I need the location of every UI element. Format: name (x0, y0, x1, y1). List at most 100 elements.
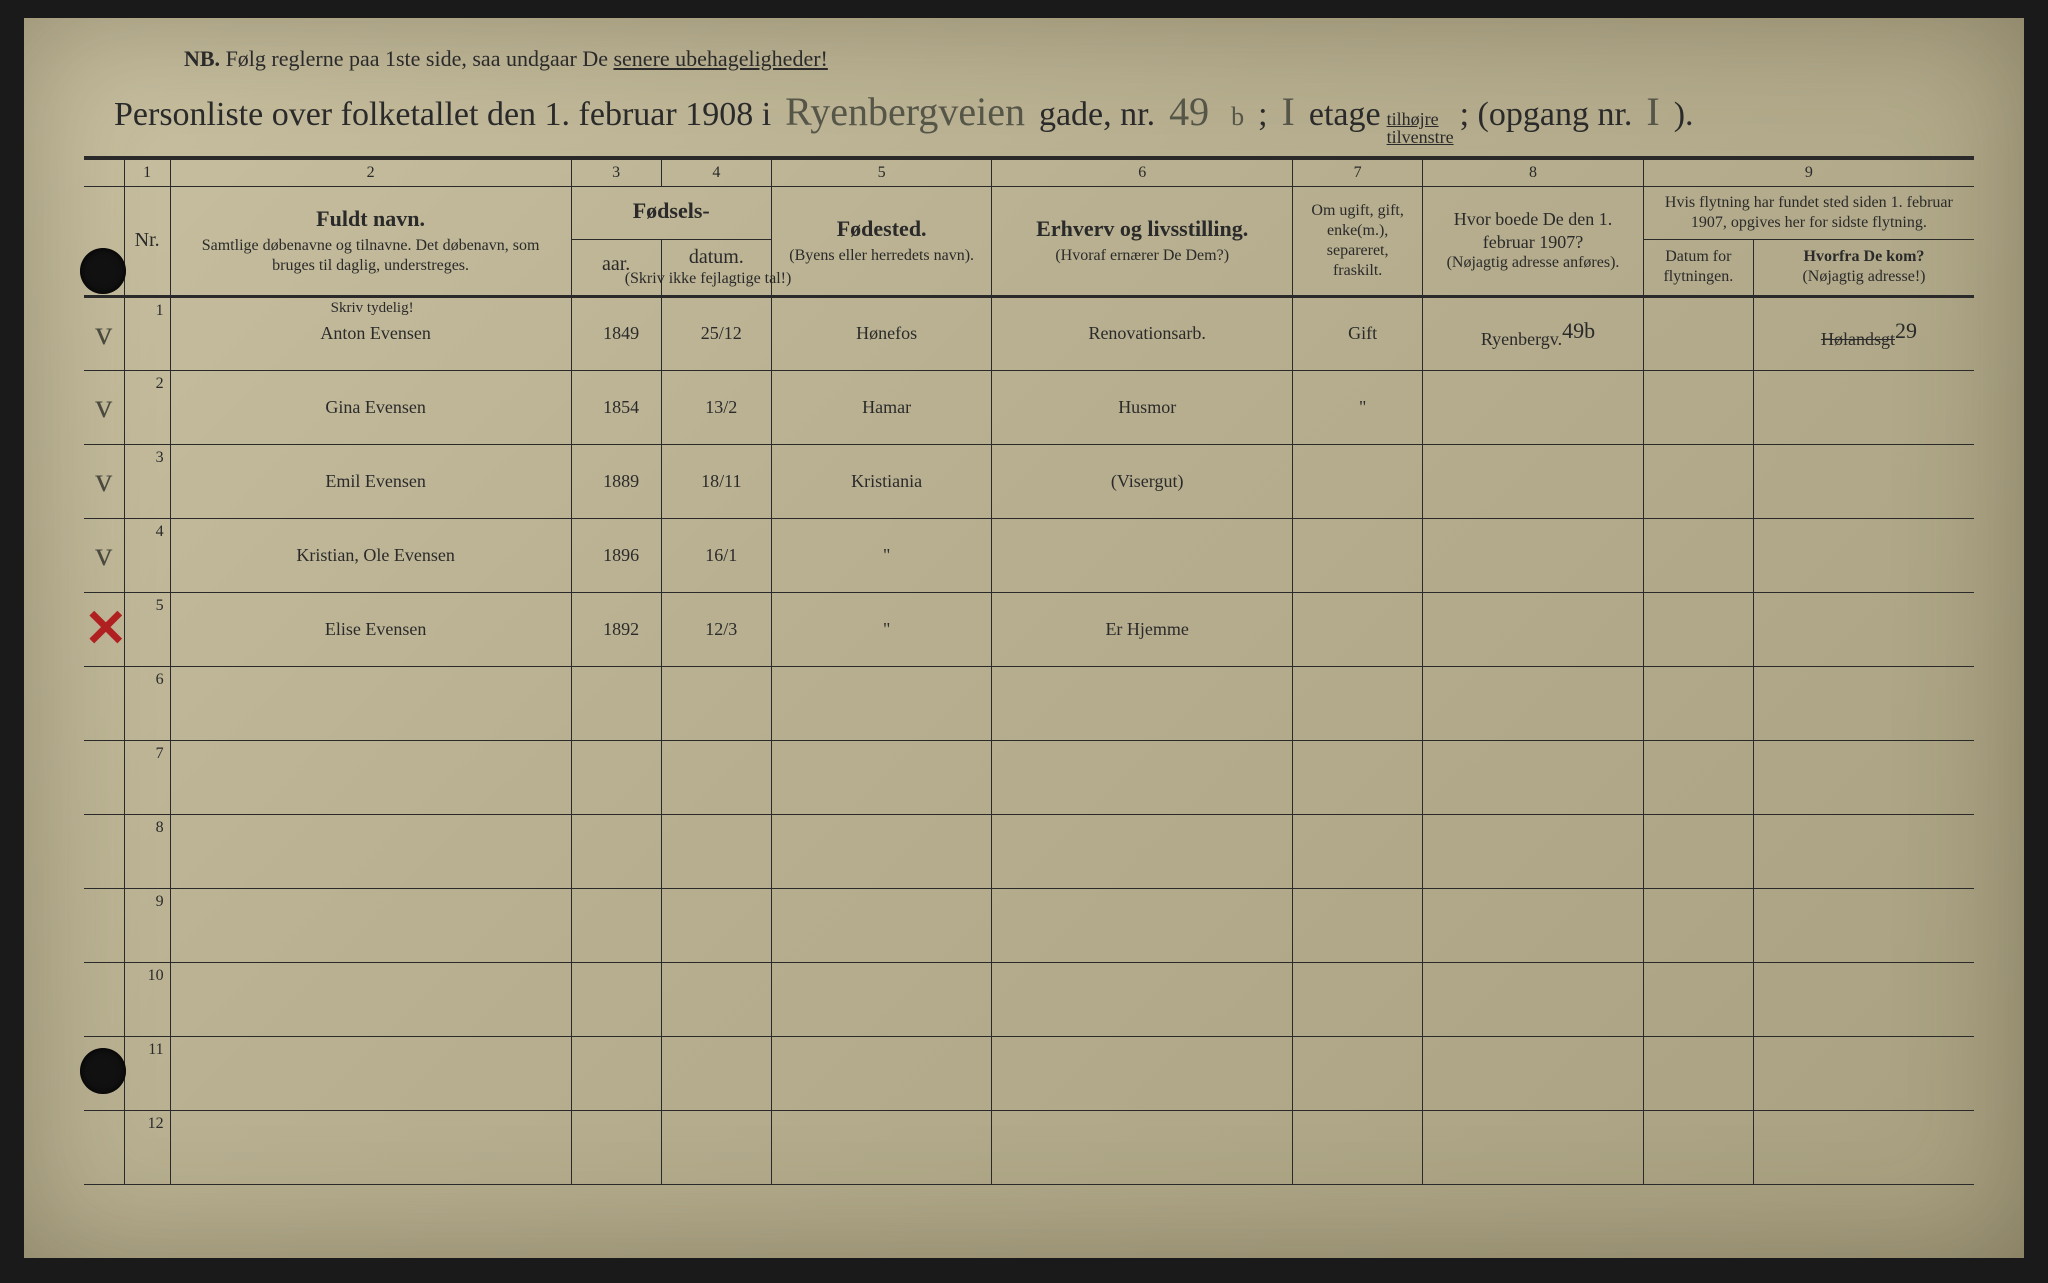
hdr-move-hd: Hvis flytning har fundet sted siden 1. f… (1652, 193, 1966, 233)
cell-mark (84, 888, 124, 962)
hdr-birth-sub: (Skriv ikke fejlagtige tal!) (625, 269, 718, 289)
hdr-dt-t: datum. (689, 246, 744, 268)
colnum-2: 2 (170, 160, 571, 186)
hdr-skrive: Skriv tydelig! (331, 300, 414, 317)
hdr-md: Datum for flytningen. (1643, 239, 1753, 296)
census-table: 1 2 3 4 5 6 7 8 9 Nr. Fuldt navn. Samtli… (84, 160, 1974, 1185)
checkmark-icon: v (95, 388, 112, 425)
cell-birthplace (771, 962, 991, 1036)
colnum-6: 6 (992, 160, 1293, 186)
cell-marital (1293, 1110, 1423, 1184)
cell-move-date (1643, 370, 1753, 444)
nb-notice: NB. Følg reglerne paa 1ste side, saa und… (184, 46, 1974, 72)
cell-occupation (992, 518, 1293, 592)
cell-nr: 4 (124, 518, 170, 592)
cell-move-date (1643, 740, 1753, 814)
cell-birthplace (771, 666, 991, 740)
table-row: 6 (84, 666, 1974, 740)
hdr-from-hd: Hvorfra De kom? (1762, 247, 1966, 267)
cell-mark (84, 666, 124, 740)
cell-mark: v (84, 370, 124, 444)
cell-prev-address (1423, 1036, 1643, 1110)
cell-date: 16/1 (661, 518, 771, 592)
table-row: 11 (84, 1036, 1974, 1110)
cell-date: 18/11 (661, 444, 771, 518)
cell-nr: 5 (124, 592, 170, 666)
nb-text-a: Følg reglerne paa 1ste side, saa undgaar… (226, 46, 614, 71)
cell-year (571, 1110, 661, 1184)
cell-name: Gina Evensen (170, 370, 571, 444)
cell-prev-address: Ryenbergv.49b (1423, 296, 1643, 370)
cell-nr: 12 (124, 1110, 170, 1184)
cell-prev-address (1423, 1110, 1643, 1184)
cell-year (571, 888, 661, 962)
cell-from (1753, 962, 1974, 1036)
cell-mark: v (84, 518, 124, 592)
cell-marital: " (1293, 370, 1423, 444)
title-opgang-label: ; (opgang nr. (1460, 96, 1633, 134)
checkmark-icon: v (95, 462, 112, 499)
form-title: Personliste over folketallet den 1. febr… (114, 88, 1974, 146)
hdr-occ: Erhverv og livsstilling. (Hvoraf ernærer… (992, 186, 1293, 296)
cell-date: 25/12 (661, 296, 771, 370)
cell-mark: v (84, 444, 124, 518)
cell-prev-address (1423, 814, 1643, 888)
cell-birthplace: Hamar (771, 370, 991, 444)
hdr-name: Fuldt navn. Samtlige døbenavne og tilnav… (170, 186, 571, 296)
cell-move-date (1643, 1110, 1753, 1184)
cell-birthplace: Kristiania (771, 444, 991, 518)
cell-from (1753, 592, 1974, 666)
title-side-bot: tilvenstre (1387, 128, 1454, 146)
cell-year: 1849 (571, 296, 661, 370)
cell-marital (1293, 1036, 1423, 1110)
cell-prev-address (1423, 370, 1643, 444)
hdr-addr: Hvor boede De den 1. februar 1907? (Nøja… (1423, 186, 1643, 296)
cell-name: Kristian, Ole Evensen (170, 518, 571, 592)
table-row: 9 (84, 888, 1974, 962)
cell-marital (1293, 740, 1423, 814)
hdr-ms-sub: Om ugift, gift, enke(m.), separeret, fra… (1301, 201, 1414, 281)
punch-hole-top (80, 248, 126, 294)
cell-nr: 7 (124, 740, 170, 814)
cell-date (661, 814, 771, 888)
cell-occupation (992, 740, 1293, 814)
cell-nr: 1 (124, 296, 170, 370)
cell-nr: 3 (124, 444, 170, 518)
cell-from (1753, 370, 1974, 444)
cell-year (571, 1036, 661, 1110)
cell-year (571, 962, 661, 1036)
title-nr: 49 (1161, 88, 1217, 135)
table-row: v4Kristian, Ole Evensen189616/1" (84, 518, 1974, 592)
cell-birthplace (771, 1036, 991, 1110)
cell-move-date (1643, 814, 1753, 888)
cell-occupation (992, 962, 1293, 1036)
cell-date: 13/2 (661, 370, 771, 444)
nb-text-b: senere ubehageligheder! (613, 46, 827, 71)
cell-move-date (1643, 518, 1753, 592)
cell-marital (1293, 592, 1423, 666)
checkmark-icon: v (95, 315, 112, 352)
cell-birthplace (771, 740, 991, 814)
cell-date (661, 1036, 771, 1110)
cell-move-date (1643, 592, 1753, 666)
colnum-4: 4 (661, 160, 771, 186)
hdr-name-sub: Samtlige døbenavne og tilnavne. Det døbe… (179, 236, 563, 276)
hdr-dt: datum. (Skriv ikke fejlagtige tal!) (661, 239, 771, 296)
checkmark-icon: v (95, 536, 112, 573)
table-row: 7 (84, 740, 1974, 814)
cell-from (1753, 814, 1974, 888)
title-etage: etage (1309, 96, 1381, 134)
cell-prev-address (1423, 740, 1643, 814)
cell-nr: 8 (124, 814, 170, 888)
hdr-occ-hd: Erhverv og livsstilling. (1000, 216, 1284, 242)
cell-birthplace (771, 814, 991, 888)
cell-move-date (1643, 296, 1753, 370)
hdr-birth-hd: Fødsels- (580, 198, 763, 224)
cell-year (571, 814, 661, 888)
cell-date (661, 962, 771, 1036)
cell-year: 1896 (571, 518, 661, 592)
cell-move-date (1643, 888, 1753, 962)
punch-hole-bottom (80, 1048, 126, 1094)
cell-from (1753, 444, 1974, 518)
hdr-bp-sub: (Byens eller herredets navn). (780, 246, 983, 266)
